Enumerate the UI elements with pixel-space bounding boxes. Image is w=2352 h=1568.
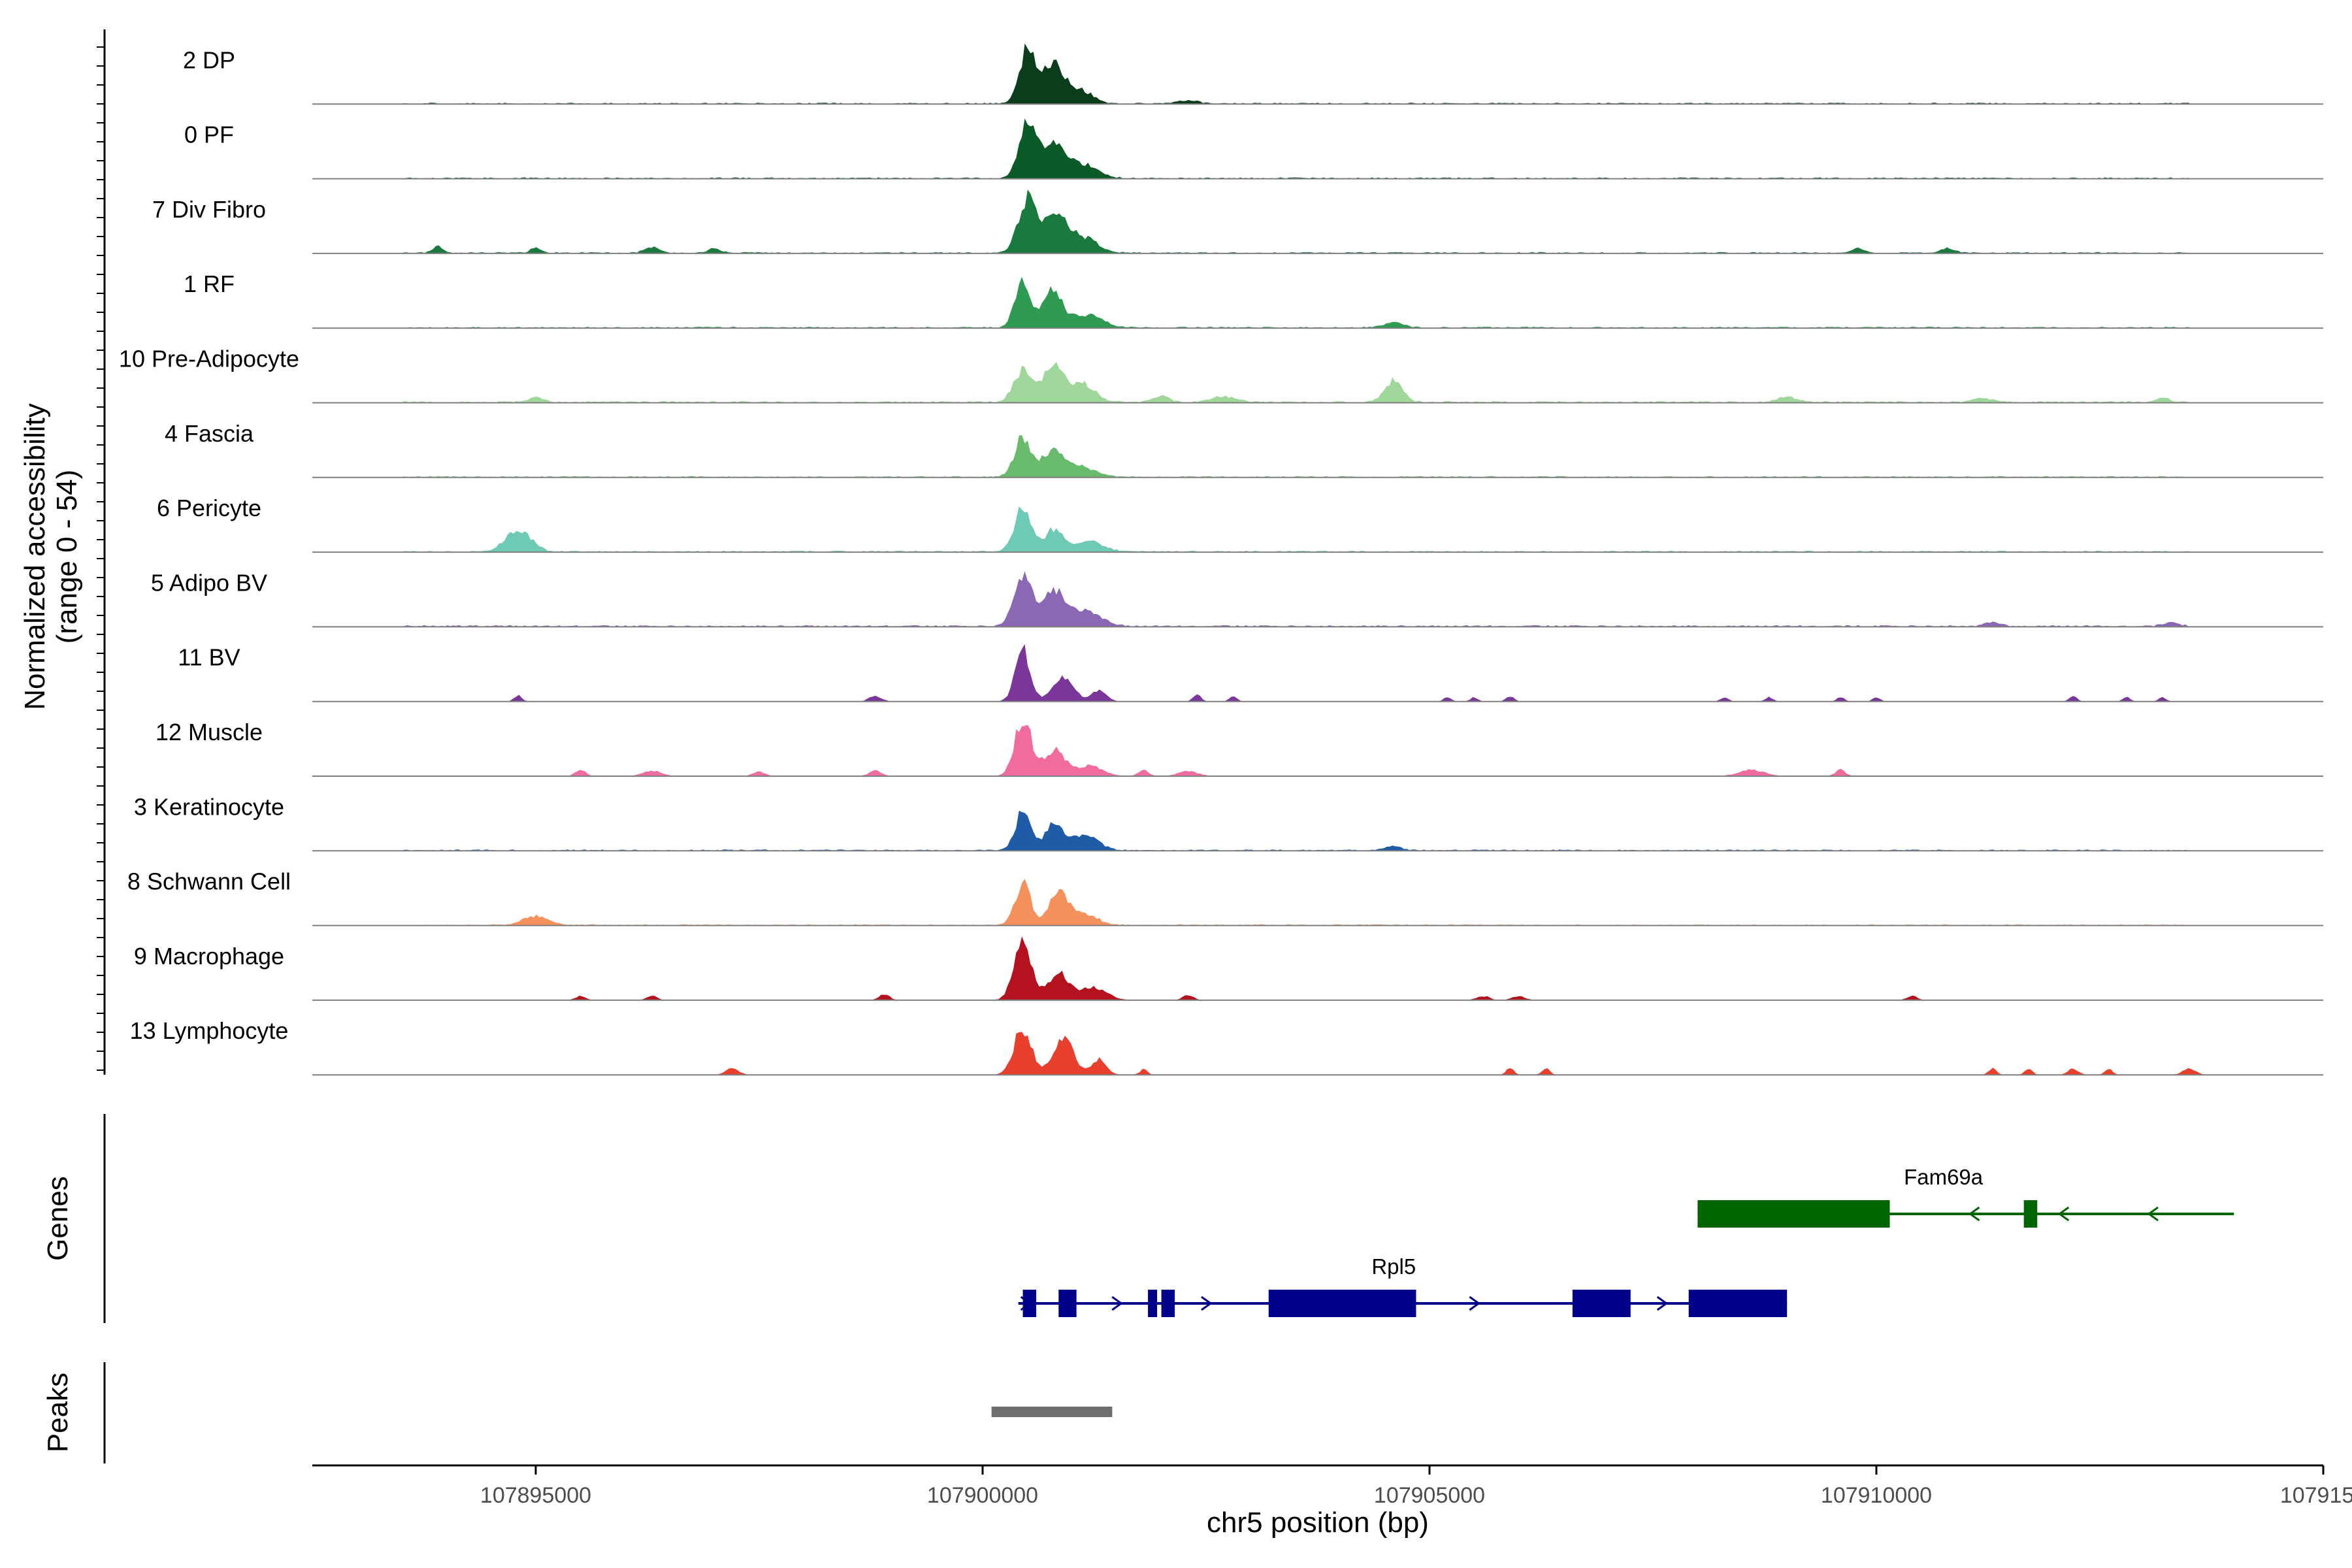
coverage-area — [312, 118, 2323, 179]
track-8: 5 Adipo BV — [151, 569, 2323, 628]
x-tick-label: 107895000 — [480, 1483, 591, 1508]
x-axis-ticks: 107895000 107900000 107905000 107910000 1079… — [480, 1465, 2352, 1508]
strand-arrow — [1968, 1206, 1980, 1222]
y-axis-title-line1: Normalized accessibility — [19, 403, 51, 710]
gene-Fam69a: Fam69a — [1697, 1165, 2234, 1228]
x-axis-title: chr5 position (bp) — [1207, 1507, 1429, 1539]
track-4: 1 RF — [184, 270, 2323, 329]
strand-arrow — [1020, 1296, 1032, 1311]
strand-arrow — [2057, 1206, 2070, 1222]
coverage-area — [312, 276, 2323, 329]
track-label: 8 Schwann Cell — [127, 868, 291, 895]
x-tick-label: 107905000 — [1374, 1483, 1485, 1508]
coverage-y-ticks — [97, 46, 105, 1071]
x-tick-label: 107910000 — [1821, 1483, 1932, 1508]
strand-arrow — [1111, 1296, 1123, 1311]
peaks-panel-label: Peaks — [42, 1373, 74, 1452]
track-label: 9 Macrophage — [134, 943, 284, 970]
track-3: 7 Div Fibro — [152, 189, 2323, 254]
track-label: 7 Div Fibro — [152, 196, 266, 223]
coverage-tracks: 2 DP 0 PF 7 Div Fibro 1 RF 10 Pre-Adipocyte 4… — [119, 43, 2323, 1076]
track-9: 11 BV — [178, 644, 2323, 702]
gene-Rpl5: Rpl5 — [1018, 1254, 1788, 1317]
track-label: 3 Keratinocyte — [134, 793, 284, 820]
track-label: 4 Fascia — [165, 420, 254, 447]
gene-exon — [1161, 1290, 1175, 1317]
coverage-area — [312, 644, 2323, 702]
track-label: 13 Lymphocyte — [130, 1017, 289, 1044]
coverage-area — [312, 43, 2323, 105]
gene-exon — [1572, 1290, 1631, 1317]
track-label: 2 DP — [183, 46, 235, 73]
track-5: 10 Pre-Adipocyte — [119, 346, 2323, 404]
gene-exon — [1058, 1290, 1077, 1317]
coverage-area — [312, 506, 2323, 553]
track-2: 0 PF — [184, 118, 2323, 180]
coverage-area — [312, 571, 2323, 627]
strand-arrow — [1656, 1296, 1669, 1311]
peak-region — [991, 1407, 1113, 1417]
peak-regions-track — [991, 1407, 1113, 1417]
coverage-area — [312, 189, 2323, 253]
gene-exon — [1697, 1200, 1890, 1228]
track-10: 12 Muscle — [155, 719, 2323, 777]
coverage-area — [312, 435, 2323, 478]
track-label: 5 Adipo BV — [151, 569, 267, 596]
track-label: 10 Pre-Adipocyte — [119, 346, 299, 372]
track-6: 4 Fascia — [165, 420, 2323, 478]
coverage-area — [312, 879, 2323, 926]
gene-annotation-track: Fam69a Rpl5 — [1018, 1165, 2234, 1317]
genes-panel-label: Genes — [42, 1176, 74, 1261]
track-12: 8 Schwann Cell — [127, 868, 2323, 926]
strand-arrow — [2147, 1206, 2159, 1222]
coverage-area — [312, 810, 2323, 851]
coverage-area — [312, 936, 2323, 1000]
track-13: 9 Macrophage — [134, 936, 2323, 1001]
gene-exon — [1148, 1290, 1158, 1317]
coverage-area — [312, 361, 2323, 403]
x-tick-label: 1079150 — [2280, 1483, 2352, 1508]
track-label: 6 Pericyte — [157, 495, 261, 521]
gene-exon — [1688, 1290, 1788, 1317]
gene-exon — [1268, 1290, 1416, 1317]
track-14: 13 Lymphocyte — [130, 1017, 2323, 1076]
track-label: 11 BV — [178, 644, 240, 671]
track-7: 6 Pericyte — [157, 495, 2323, 553]
coverage-area — [312, 1032, 2323, 1075]
track-label: 1 RF — [184, 270, 235, 297]
gene-label: Rpl5 — [1371, 1254, 1416, 1279]
y-axis-title-line2: (range 0 - 54) — [51, 470, 83, 644]
x-tick-label: 107900000 — [927, 1483, 1038, 1508]
track-label: 12 Muscle — [155, 719, 263, 745]
gene-label: Fam69a — [1904, 1165, 1984, 1189]
gene-exon — [2023, 1200, 2038, 1228]
coverage-area — [312, 725, 2323, 776]
track-1: 2 DP — [183, 43, 2323, 105]
strand-arrow — [1201, 1296, 1213, 1311]
track-11: 3 Keratinocyte — [134, 793, 2323, 852]
track-label: 0 PF — [184, 122, 234, 148]
strand-arrow — [1469, 1296, 1480, 1311]
